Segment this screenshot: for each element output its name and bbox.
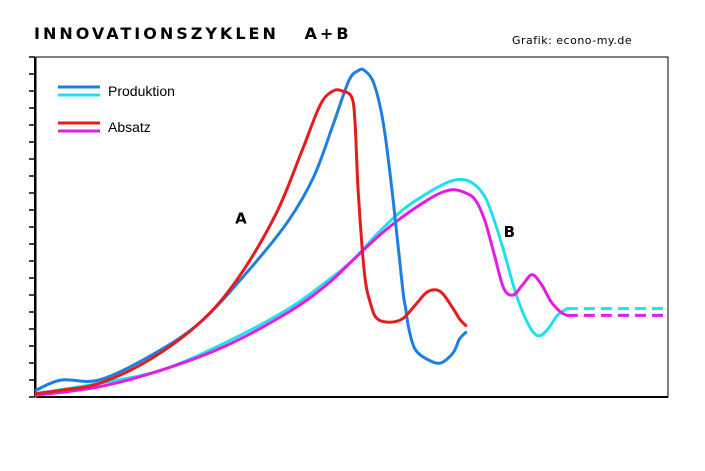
series-absatz-a-line bbox=[34, 88, 468, 396]
annotation-label-a: A bbox=[235, 210, 247, 228]
series-produktion-b-line bbox=[34, 177, 569, 396]
chart-series bbox=[34, 67, 668, 397]
chart-credit: Grafik: econo-my.de bbox=[512, 34, 633, 47]
legend-produktion-label: Produktion bbox=[108, 83, 175, 99]
chart-axes bbox=[29, 56, 669, 398]
chart-legend: Produktion Absatz bbox=[58, 83, 175, 135]
chart-title: INNOVATIONSZYKLEN A+B bbox=[34, 24, 352, 43]
series-absatz-b-line bbox=[34, 188, 569, 397]
plot-frame bbox=[35, 56, 669, 398]
legend-absatz-label: Absatz bbox=[108, 119, 151, 135]
series-produktion-a-line bbox=[34, 67, 468, 392]
annotation-label-b: B bbox=[504, 223, 515, 241]
chart-annotations: AB bbox=[235, 210, 515, 242]
